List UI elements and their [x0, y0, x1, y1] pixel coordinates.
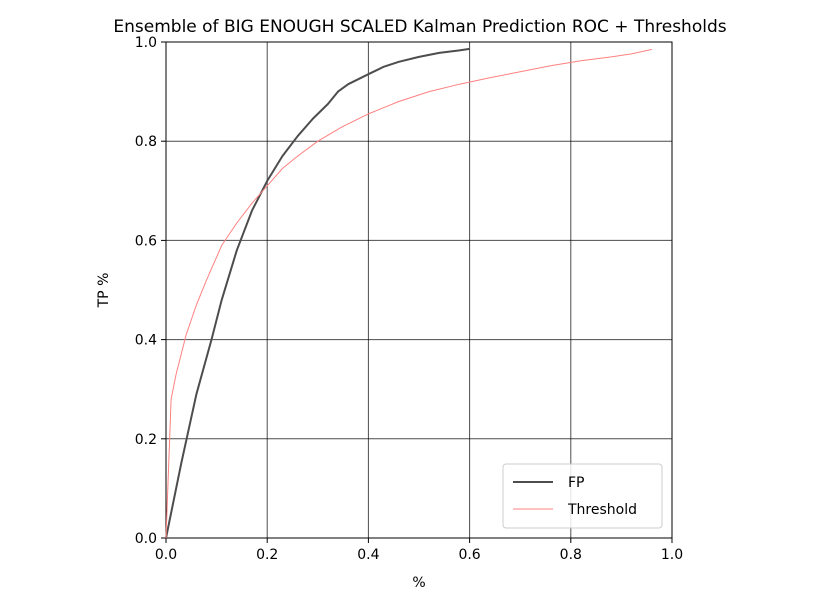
x-axis-label: % [412, 575, 425, 591]
y-tick-label: 0.2 [135, 432, 157, 448]
y-tick-label: 0.8 [135, 134, 157, 150]
chart-title: Ensemble of BIG ENOUGH SCALED Kalman Pre… [113, 17, 726, 37]
plot-area-frame [165, 41, 673, 539]
x-tick-label: 0.4 [357, 547, 379, 563]
legend-label-threshold: Threshold [567, 502, 637, 518]
y-tick-label: 0.4 [135, 333, 157, 349]
x-tick-label: 0.0 [155, 547, 177, 563]
x-tick-label: 0.2 [256, 547, 278, 563]
x-tick-label: 0.6 [458, 547, 480, 563]
legend-box [502, 463, 663, 529]
x-axis-ticks: 0.0 0.2 0.4 0.6 0.8 1.0 [155, 538, 683, 563]
legend: FP Threshold [502, 463, 663, 529]
y-tick-label: 1.0 [135, 35, 157, 51]
y-tick-label: 0.0 [135, 531, 157, 547]
y-tick-label: 0.6 [135, 233, 157, 249]
series-line-fp [165, 47, 470, 539]
series-layer [165, 47, 652, 539]
x-tick-label: 0.8 [560, 547, 582, 563]
x-tick-label: 1.0 [661, 547, 683, 563]
y-axis-ticks: 0.0 0.2 0.4 0.6 0.8 1.0 [135, 35, 166, 547]
series-line-threshold [165, 48, 652, 539]
legend-label-fp: FP [568, 475, 585, 491]
y-axis-label: TP % [96, 273, 112, 309]
